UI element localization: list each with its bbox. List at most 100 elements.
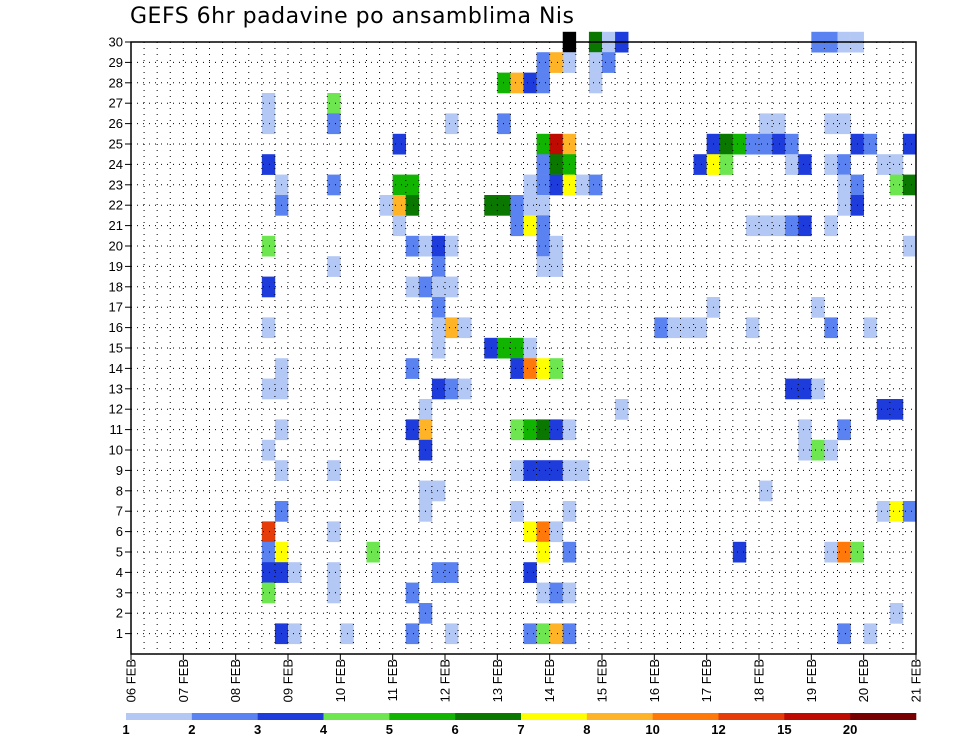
data-cell xyxy=(261,154,276,175)
colorbar-label: 15 xyxy=(777,722,791,737)
data-cell xyxy=(445,235,459,257)
colorbar-segment xyxy=(126,713,193,720)
data-cell xyxy=(536,419,550,441)
data-cell xyxy=(902,235,917,257)
colorbar-segment xyxy=(784,713,851,720)
data-cell xyxy=(261,93,276,114)
colorbar-label: 1 xyxy=(122,722,129,737)
data-cell xyxy=(889,399,904,420)
data-cell xyxy=(261,317,276,339)
data-cell xyxy=(523,195,537,216)
data-cell xyxy=(837,154,851,175)
data-cell xyxy=(745,215,760,237)
data-cell xyxy=(445,113,459,135)
data-cell xyxy=(536,235,550,257)
data-cell xyxy=(876,154,891,175)
y-tick-label: 12 xyxy=(109,402,123,417)
y-tick-label: 9 xyxy=(116,463,123,478)
y-tick-label: 10 xyxy=(109,443,123,458)
y-tick-label: 22 xyxy=(109,198,123,213)
data-cell xyxy=(615,399,629,420)
data-cell xyxy=(536,521,550,543)
x-tick-label: 12 FEB xyxy=(438,659,453,702)
data-cell xyxy=(392,174,407,196)
data-cell xyxy=(837,541,851,563)
data-cell xyxy=(261,276,276,298)
data-cell xyxy=(431,276,446,298)
data-cell xyxy=(536,215,550,237)
y-tick-label: 28 xyxy=(109,75,123,90)
colorbar-segment xyxy=(850,713,917,720)
colorbar-label: 2 xyxy=(188,722,195,737)
data-cell xyxy=(811,378,825,400)
data-cell xyxy=(902,501,917,522)
data-cell xyxy=(445,317,459,339)
colorbar-label: 20 xyxy=(843,722,857,737)
data-cell xyxy=(431,317,446,339)
x-tick-label: 17 FEB xyxy=(699,659,714,702)
colorbar-segment xyxy=(586,713,653,720)
data-cell xyxy=(876,501,891,522)
data-cell xyxy=(458,317,472,339)
x-tick-label: 16 FEB xyxy=(647,659,662,702)
y-tick-label: 11 xyxy=(110,422,124,437)
data-cell xyxy=(549,235,564,257)
data-cell xyxy=(889,174,904,196)
y-tick-label: 25 xyxy=(109,137,123,152)
data-cell xyxy=(261,541,276,563)
colorbar-label: 10 xyxy=(645,722,659,737)
data-cell xyxy=(837,419,851,441)
y-tick-label: 19 xyxy=(109,259,123,274)
colorbar-segment xyxy=(323,713,390,720)
data-cell xyxy=(837,195,851,216)
data-cell xyxy=(667,317,681,339)
data-cell xyxy=(902,174,917,196)
data-cell xyxy=(732,133,747,155)
y-tick-label: 14 xyxy=(109,361,123,376)
colorbar-label: 4 xyxy=(320,722,328,737)
data-cell xyxy=(549,174,564,196)
data-cell xyxy=(431,337,446,359)
data-cell xyxy=(327,113,341,135)
data-cell xyxy=(588,52,603,73)
data-cell xyxy=(719,133,734,155)
colorbar-label: 6 xyxy=(452,722,459,737)
data-cell xyxy=(261,439,276,461)
data-cell xyxy=(497,195,511,216)
colorbar-label: 7 xyxy=(517,722,524,737)
x-tick-label: 15 FEB xyxy=(595,659,610,702)
colorbar-segment xyxy=(718,713,785,720)
data-cell xyxy=(759,113,773,135)
data-cell xyxy=(654,317,668,339)
data-cell xyxy=(811,439,825,461)
data-cell xyxy=(772,113,786,135)
data-cell xyxy=(405,358,420,379)
data-cell xyxy=(824,113,838,135)
data-cell xyxy=(405,174,420,196)
data-cell xyxy=(431,256,446,277)
data-cell xyxy=(523,562,537,583)
data-cell xyxy=(824,215,838,237)
data-cell xyxy=(261,582,276,604)
y-tick-label: 16 xyxy=(109,320,123,335)
data-cell xyxy=(431,378,446,400)
data-cell xyxy=(261,521,276,543)
data-cell xyxy=(889,501,904,522)
y-tick-label: 15 xyxy=(109,341,123,356)
x-tick-label: 20 FEB xyxy=(856,659,871,702)
y-tick-label: 30 xyxy=(109,35,123,50)
data-cell xyxy=(719,154,734,175)
data-cell xyxy=(536,358,550,379)
data-cell xyxy=(824,541,838,563)
colorbar-segment xyxy=(652,713,719,720)
data-cell xyxy=(261,562,276,583)
data-cell xyxy=(536,623,550,645)
data-cell xyxy=(759,480,773,502)
y-tick-label: 27 xyxy=(109,96,123,111)
y-tick-label: 8 xyxy=(116,483,123,498)
x-tick-label: 14 FEB xyxy=(542,659,557,702)
data-cell xyxy=(288,562,302,583)
data-cell xyxy=(327,174,341,196)
data-cell xyxy=(798,439,812,461)
y-tick-label: 4 xyxy=(116,565,123,580)
